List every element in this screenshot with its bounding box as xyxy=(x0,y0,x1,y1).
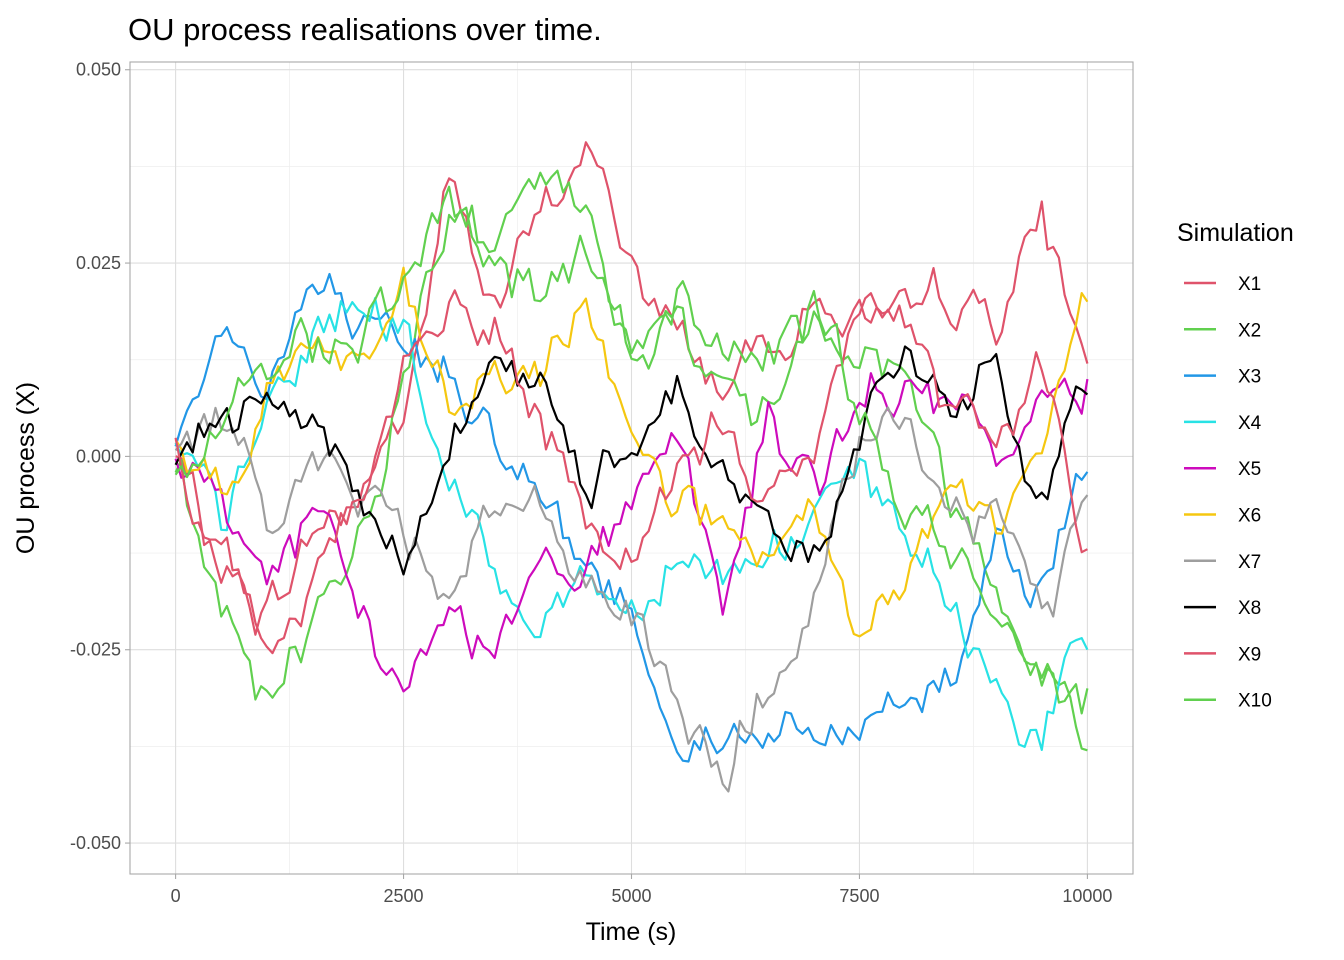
series-line-x3 xyxy=(174,272,1089,763)
x-tick-label: 0 xyxy=(171,886,181,906)
legend-label-x10: X10 xyxy=(1238,691,1272,712)
series-line-x4 xyxy=(174,297,1089,751)
y-axis-ticks: -0.050 -0.025 0.000 0.025 0.050 xyxy=(70,60,130,853)
x-tick-label: 2500 xyxy=(384,886,424,906)
legend-title: Simulation xyxy=(1177,219,1294,247)
x-tick-label: 7500 xyxy=(839,886,879,906)
grid xyxy=(130,62,1133,874)
legend: Simulation X1 X2 X3 X4 X5 X6 X7 X8 X9 X10 xyxy=(1177,219,1294,712)
x-tick-label: 5000 xyxy=(611,886,651,906)
legend-label-x8: X8 xyxy=(1238,598,1261,619)
series-line-x2 xyxy=(174,169,1088,752)
x-tick-label: 10000 xyxy=(1062,886,1112,906)
legend-label-x9: X9 xyxy=(1238,644,1261,665)
legend-label-x6: X6 xyxy=(1238,506,1261,527)
series-line-x5 xyxy=(174,372,1089,693)
legend-label-x1: X1 xyxy=(1238,274,1261,295)
legend-label-x4: X4 xyxy=(1238,413,1262,434)
series-line-x9 xyxy=(174,289,1088,655)
legend-label-x2: X2 xyxy=(1238,320,1261,341)
y-axis-label: OU process (X) xyxy=(12,382,40,554)
x-axis-label: Time (s) xyxy=(586,918,677,946)
series-layer xyxy=(174,141,1089,793)
y-tick-label: 0.025 xyxy=(76,253,121,273)
x-axis-ticks: 0 2500 5000 7500 10000 xyxy=(171,874,1112,906)
series-line-x10 xyxy=(174,185,1089,715)
y-tick-label: 0.000 xyxy=(76,446,121,466)
y-tick-label: -0.025 xyxy=(70,640,121,660)
legend-label-x7: X7 xyxy=(1238,552,1261,573)
legend-label-x5: X5 xyxy=(1238,459,1261,480)
chart-title: OU process realisations over time. xyxy=(128,12,602,47)
legend-label-x3: X3 xyxy=(1238,367,1261,388)
y-tick-label: -0.050 xyxy=(70,833,121,853)
series-line-x7 xyxy=(174,406,1089,793)
series-line-x1 xyxy=(175,141,1089,636)
series-line-x6 xyxy=(174,266,1089,638)
y-tick-label: 0.050 xyxy=(76,60,121,80)
